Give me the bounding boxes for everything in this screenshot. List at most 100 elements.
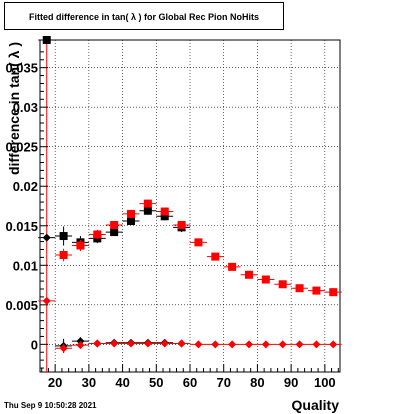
diamond-marker xyxy=(59,344,68,353)
y-tick-label: 0.01 xyxy=(13,258,38,273)
diamond-point xyxy=(173,339,190,348)
square-point xyxy=(190,238,207,247)
diamond-point xyxy=(291,340,308,349)
square-point xyxy=(139,199,157,208)
x-tick-label: 70 xyxy=(216,375,230,390)
y-tick-label: 0.035 xyxy=(5,61,38,76)
diamond-point xyxy=(122,339,140,348)
y-tick-label: 0.015 xyxy=(5,219,38,234)
diamond-point xyxy=(55,343,73,354)
square-point xyxy=(55,226,73,246)
tick-labels: 20 30 40 50 60 70 80 90 100 0 0.005 0.01 0.015 0.02 0.… xyxy=(5,61,335,390)
y-tick-label: 0 xyxy=(31,337,38,352)
square-marker xyxy=(194,238,203,247)
chart-title: Fitted difference in tan( λ ) for Global… xyxy=(28,12,260,22)
x-tick-label: 80 xyxy=(250,375,264,390)
square-point xyxy=(122,217,140,226)
square-point xyxy=(307,286,325,295)
diamond-point xyxy=(38,233,56,242)
diamond-point xyxy=(88,339,106,348)
axis-ticks xyxy=(40,51,339,372)
x-tick-label: 100 xyxy=(314,375,336,390)
square-point xyxy=(88,229,106,240)
square-point xyxy=(291,284,308,293)
diamond-marker xyxy=(244,340,253,349)
square-point xyxy=(223,262,241,271)
diamond-marker xyxy=(160,339,169,348)
diamond-point xyxy=(190,340,207,349)
diamond-point xyxy=(240,340,258,349)
square-point xyxy=(257,275,275,284)
square-point xyxy=(206,252,224,261)
square-marker xyxy=(59,251,68,260)
square-marker xyxy=(261,275,270,284)
y-tick-label: 0.005 xyxy=(5,298,38,313)
diamond-marker xyxy=(295,340,304,349)
diamond-point xyxy=(38,296,56,305)
diamond-marker xyxy=(261,340,270,349)
square-point xyxy=(324,288,342,297)
square-point xyxy=(173,220,190,229)
square-point xyxy=(156,207,174,216)
square-marker xyxy=(160,207,169,216)
diamond-marker xyxy=(76,341,85,350)
diamond-marker xyxy=(93,339,102,348)
diamond-point xyxy=(156,339,174,348)
square-marker xyxy=(295,284,304,293)
diamond-marker xyxy=(228,340,237,349)
square-point xyxy=(55,248,73,262)
diamond-point xyxy=(139,339,157,348)
diamond-marker xyxy=(194,340,203,349)
square-marker xyxy=(143,199,152,208)
timestamp: Thu Sep 9 10:50:28 2021 xyxy=(4,401,97,410)
square-marker xyxy=(42,36,51,44)
diamond-marker xyxy=(211,340,220,349)
diamond-marker xyxy=(329,340,338,349)
grid-lines xyxy=(40,40,340,372)
diamond-marker xyxy=(177,339,186,348)
diamond-point xyxy=(72,341,89,350)
square-marker xyxy=(127,209,136,218)
square-point xyxy=(72,239,89,252)
diamond-marker xyxy=(110,339,119,348)
diamond-point xyxy=(257,340,275,349)
square-marker xyxy=(312,286,321,295)
diamond-point xyxy=(307,340,325,349)
square-marker xyxy=(110,220,119,229)
square-marker xyxy=(76,241,85,250)
square-marker xyxy=(228,262,237,271)
x-tick-label: 90 xyxy=(284,375,298,390)
diamond-marker xyxy=(312,340,321,349)
diamond-point xyxy=(206,340,224,349)
square-marker xyxy=(110,228,119,237)
square-point xyxy=(105,228,123,237)
square-marker xyxy=(160,212,169,221)
y-tick-label: 0.025 xyxy=(5,140,38,155)
x-axis-label: Quality xyxy=(292,397,340,413)
chart-title-box: Fitted difference in tan( λ ) for Global… xyxy=(4,2,284,30)
square-marker xyxy=(329,288,338,297)
diamond-marker xyxy=(42,296,51,305)
y-tick-label: 0.03 xyxy=(13,100,38,115)
diamond-point xyxy=(105,339,123,348)
square-point xyxy=(240,270,258,279)
diamond-point xyxy=(274,340,292,349)
square-point xyxy=(105,220,123,229)
square-point xyxy=(122,209,140,218)
square-marker xyxy=(93,230,102,239)
diamond-point xyxy=(324,340,342,349)
diamond-marker xyxy=(278,340,287,349)
square-marker xyxy=(177,220,186,229)
square-marker xyxy=(127,217,136,226)
square-point xyxy=(274,280,292,289)
square-marker xyxy=(211,252,220,261)
x-tick-label: 50 xyxy=(149,375,163,390)
square-marker xyxy=(59,232,68,241)
y-axis-label: difference in tan( λ ) xyxy=(6,42,22,175)
diamond-marker xyxy=(42,233,51,242)
square-marker xyxy=(244,270,253,279)
diamond-point xyxy=(223,340,241,349)
square-point xyxy=(38,36,56,44)
square-marker xyxy=(278,280,287,289)
